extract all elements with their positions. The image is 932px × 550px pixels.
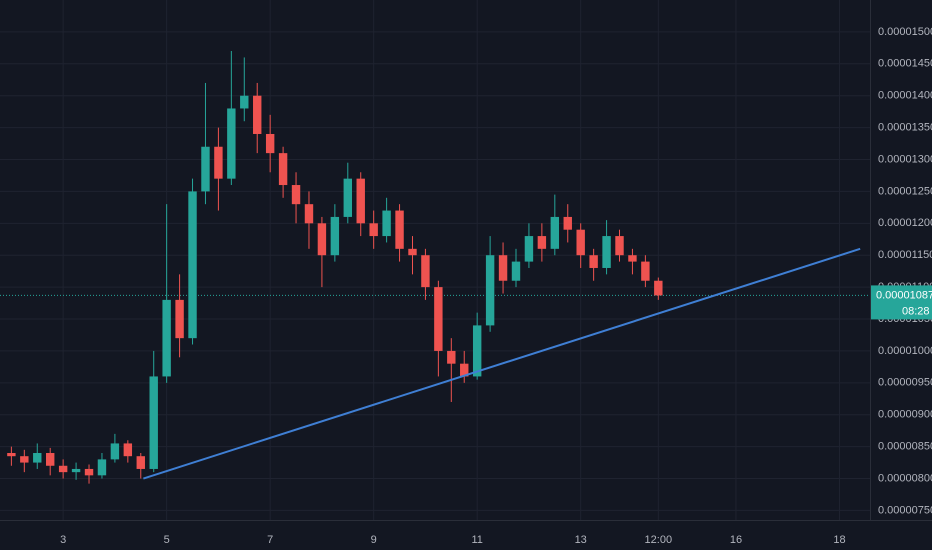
candle-body (110, 443, 120, 460)
candle-body (58, 465, 68, 473)
candle-body (175, 299, 184, 339)
candle-body (278, 153, 288, 186)
candle-body (33, 453, 42, 463)
candle-body (265, 133, 275, 154)
candle-body (460, 363, 469, 377)
x-tick-label: 9 (371, 534, 377, 546)
candle-body (615, 236, 624, 256)
candle-body (7, 453, 16, 457)
x-tick-label: 16 (730, 534, 742, 546)
candle-body (188, 191, 197, 339)
candle-body (330, 216, 340, 256)
y-tick-label: 0.00000850 (878, 441, 932, 453)
x-tick-label: 18 (833, 534, 845, 546)
candle-body (214, 146, 223, 179)
candle-body (382, 210, 391, 237)
y-tick-label: 0.00001350 (878, 122, 932, 134)
y-tick-label: 0.00000900 (878, 409, 932, 421)
candle-body (550, 216, 560, 249)
trendline (143, 247, 861, 480)
y-tick-label: 0.00001150 (878, 249, 932, 261)
candle-body (356, 178, 365, 224)
candle-body (537, 236, 547, 249)
candle-body (628, 255, 637, 262)
x-tick-label: 7 (267, 534, 273, 546)
candle-body (395, 210, 404, 249)
candle-body (641, 261, 650, 281)
candle-body (317, 223, 327, 256)
candle-body (201, 146, 210, 192)
candle-body (343, 178, 352, 217)
candle-body (589, 255, 598, 268)
y-tick-label: 0.00001200 (878, 217, 932, 229)
candle-body (123, 443, 133, 457)
candle-body (447, 350, 456, 364)
candle-body (227, 108, 236, 179)
candle-body (304, 204, 314, 224)
candle-body (149, 376, 158, 469)
candle-body (84, 468, 94, 476)
y-tick-label: 0.00001300 (878, 153, 932, 165)
y-tick-label: 0.00001250 (878, 185, 932, 197)
candle-body (97, 459, 107, 476)
x-tick-label: 5 (164, 534, 170, 546)
candle-body (253, 95, 262, 134)
candle-body (240, 95, 249, 109)
x-tick-label: 13 (575, 534, 587, 546)
candle-body (434, 287, 443, 351)
candle-body (524, 236, 534, 262)
countdown-label: 08:28 (902, 305, 930, 317)
candle-body (45, 453, 55, 466)
last-price-label: 0.00001087 (876, 289, 932, 301)
candle-body (654, 280, 663, 296)
candle-body (472, 325, 482, 377)
candle-body (602, 236, 611, 268)
candle-body (162, 299, 171, 377)
candle-body (20, 456, 29, 463)
y-tick-label: 0.00000950 (878, 377, 932, 389)
x-tick-label: 3 (60, 534, 66, 546)
y-tick-label: 0.00000750 (878, 504, 932, 516)
candle-body (408, 248, 417, 256)
x-tick-label: 11 (471, 534, 482, 546)
candle-body (576, 229, 585, 256)
y-tick-label: 0.00001500 (878, 26, 932, 38)
y-tick-label: 0.00001000 (878, 345, 932, 357)
candle-body (71, 468, 81, 473)
candle-body (498, 255, 508, 281)
candle-body (136, 456, 145, 469)
candle-body (485, 255, 495, 326)
candle-body (421, 255, 430, 288)
y-tick-label: 0.00000800 (878, 472, 932, 484)
last-price-badge (871, 285, 932, 320)
y-tick-label: 0.00001400 (878, 90, 932, 102)
y-tick-label: 0.00001450 (878, 58, 932, 70)
candle-body (511, 261, 521, 281)
x-tick-label: 12:00 (645, 534, 673, 546)
candle-body (291, 185, 301, 205)
candle-body (563, 216, 572, 230)
candle-body (369, 223, 378, 237)
